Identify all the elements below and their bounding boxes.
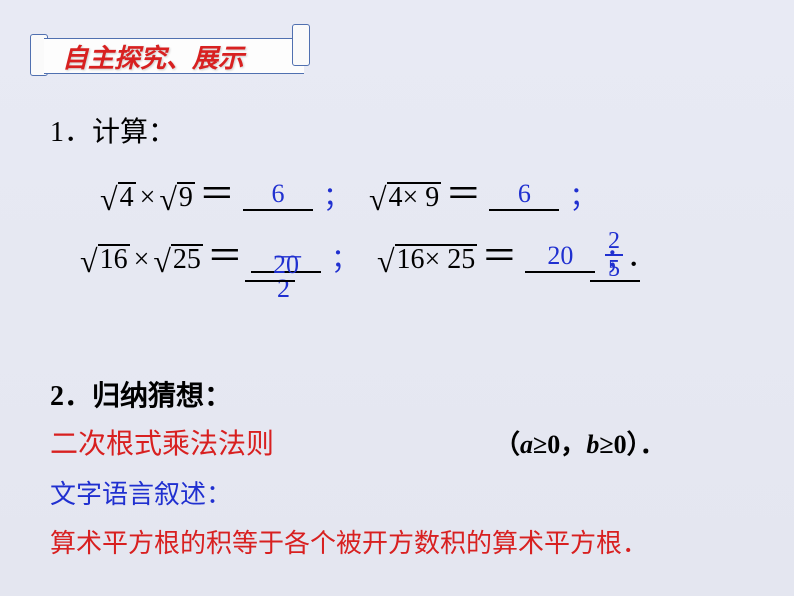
times-1: × [140,182,156,214]
condition: （a≥0，b≥0）． [494,424,666,461]
times-2: × [134,244,150,276]
rule-row: 二次根式乘法法则 （a≥0，b≥0）． [50,422,750,462]
q2-label: 2．归纳猜想： [50,374,750,414]
extra-frac: 2 5 ． [605,228,655,283]
period: ． [627,235,655,275]
sqrt-9: √9 [159,177,195,214]
frac-den: 5 [605,254,623,282]
section-banner: 自主探究、展示 [30,30,300,80]
sqrt-16: √16 [80,239,130,276]
semi-2: ； [569,175,597,215]
dash-char: — [275,240,301,270]
text-label: 文字语言叙述： [50,474,750,511]
content-area: 1．计算： √4 × √9 ＝ 6 ； √4× 9 ＝ 6 ； √16 × √2… [50,110,750,560]
sqrt-25: √25 [153,239,203,276]
semi-3: ； [331,237,359,277]
semi-1: ； [323,175,351,215]
rule-text: 二次根式乘法法则 [50,422,274,462]
section-2: 2．归纳猜想： 二次根式乘法法则 （a≥0，b≥0）． 文字语言叙述： 算术平方… [50,374,750,560]
ans-2: 6 [489,179,559,211]
ans-1: 6 [243,179,313,211]
extra-line-2 [590,280,640,282]
eq-4: ＝ [481,227,517,279]
extra-line-1 [245,280,295,282]
eq-3: ＝ [207,227,243,279]
sqrt-4x9: √4× 9 [369,177,441,214]
frac-num: 2 [608,228,620,254]
q1-row1: √4 × √9 ＝ 6 ； √4× 9 ＝ 6 ； [100,165,750,217]
description: 算术平方根的积等于各个被开方数积的算术平方根． [50,523,750,560]
sqrt-4: √4 [100,177,136,214]
scroll-cap-right [292,24,310,66]
q1-label: 1．计算： [50,110,750,150]
eq-2: ＝ [445,165,481,217]
extra-dash-area: — [275,240,301,270]
eq-1: ＝ [199,165,235,217]
banner-title: 自主探究、展示 [62,38,244,75]
scroll-body: 自主探究、展示 [44,38,304,74]
sqrt-16x25: √16× 25 [377,239,477,276]
ans-4: 20 [525,241,595,273]
